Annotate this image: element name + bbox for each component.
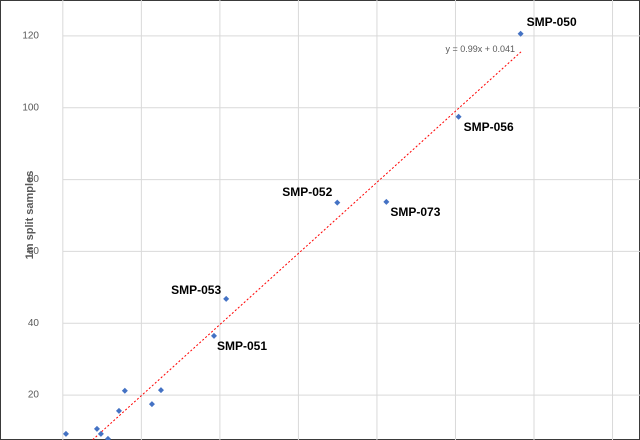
point — [223, 295, 230, 302]
trendline — [92, 51, 522, 440]
point — [517, 30, 524, 37]
point — [62, 430, 69, 437]
point — [455, 113, 462, 120]
point — [104, 435, 111, 440]
trendline-label: y = 0.99x + 0.041 — [445, 44, 515, 54]
point-label: SMP-056 — [464, 120, 514, 134]
y-tick-label: 40 — [28, 318, 40, 329]
y-axis-label: 1m split samples — [24, 171, 36, 260]
y-tick-label: 100 — [22, 102, 39, 113]
point-label: SMP-051 — [217, 339, 267, 353]
point — [148, 401, 155, 408]
y-tick-label: 80 — [28, 174, 40, 185]
y-tick-label: 20 — [28, 390, 40, 401]
point — [97, 430, 104, 437]
point-label: SMP-052 — [282, 185, 332, 199]
point — [93, 425, 100, 432]
point — [121, 387, 128, 394]
point-label: SMP-050 — [527, 15, 577, 29]
point-label: SMP-053 — [171, 283, 221, 297]
point-label: SMP-073 — [390, 205, 440, 219]
y-tick-label: 60 — [28, 246, 40, 257]
y-tick-label: 120 — [22, 31, 39, 42]
point — [334, 199, 341, 206]
point — [157, 387, 164, 394]
point — [383, 198, 390, 205]
point — [115, 407, 122, 414]
point — [210, 332, 217, 339]
